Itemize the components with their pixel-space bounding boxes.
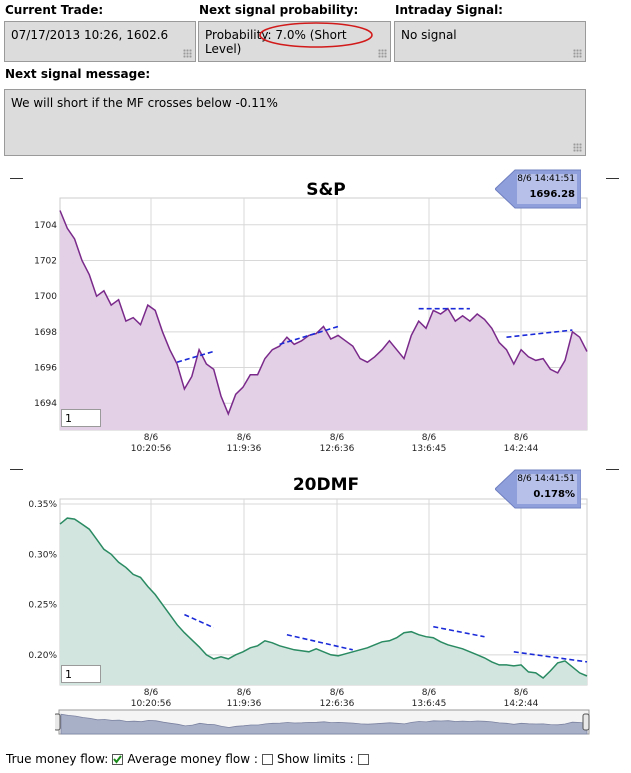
current-trade-value: 07/17/2013 10:26, 1602.6 — [11, 28, 169, 42]
trend-line — [279, 325, 339, 346]
next-message-label: Next signal message: — [5, 67, 151, 81]
resize-grip-icon[interactable] — [573, 49, 582, 58]
y-tick-label: 0.35% — [28, 500, 57, 510]
sp-badge-date: 8/6 14:41:51 — [517, 174, 575, 184]
series-area — [60, 210, 587, 430]
navigator-handle[interactable] — [582, 713, 590, 731]
true-money-flow-checkbox[interactable] — [112, 753, 124, 765]
x-tick-date: 8/6 — [237, 433, 252, 443]
intraday-signal-label: Intraday Signal: — [395, 3, 503, 17]
sp-badge-value: 1696.28 — [529, 189, 575, 200]
current-trade-label: Current Trade: — [5, 3, 104, 17]
x-tick-time: 14:2:44 — [504, 699, 539, 709]
footer-options: True money flow: Average money flow : Sh… — [6, 752, 373, 766]
mf-chart-title: 20DMF — [292, 475, 360, 495]
navigator-series — [60, 713, 588, 735]
x-tick-date: 8/6 — [144, 433, 159, 443]
trend-line — [286, 633, 353, 651]
x-tick-time: 14:2:44 — [504, 444, 539, 454]
x-tick-date: 8/6 — [330, 688, 345, 698]
sp-zoom-input[interactable]: 1 — [61, 409, 101, 427]
y-tick-label: 1700 — [34, 292, 57, 302]
mf-zoom-input[interactable]: 1 — [61, 665, 101, 683]
next-probability-value: Probability: 7.0% (Short Level) — [205, 28, 347, 56]
mf-badge-value: 0.178% — [533, 489, 575, 500]
resize-grip-icon[interactable] — [573, 143, 582, 152]
x-tick-date: 8/6 — [514, 688, 529, 698]
series-line — [59, 517, 588, 679]
current-trade-field[interactable]: 07/17/2013 10:26, 1602.6 — [4, 21, 196, 62]
y-tick-label: 1694 — [34, 399, 57, 409]
x-tick-date: 8/6 — [514, 433, 529, 443]
trend-line — [176, 350, 214, 363]
mf-badge-date: 8/6 14:41:51 — [517, 474, 575, 484]
trend-line — [513, 651, 588, 663]
x-tick-time: 11:9:36 — [227, 444, 262, 454]
x-tick-time: 12:6:36 — [320, 444, 355, 454]
y-tick-label: 1704 — [34, 221, 57, 231]
sp-value-badge: 8/6 14:41:51 1696.28 — [495, 168, 581, 210]
x-tick-date: 8/6 — [237, 688, 252, 698]
resize-grip-icon[interactable] — [378, 49, 387, 58]
x-tick-date: 8/6 — [144, 688, 159, 698]
trend-line — [433, 625, 485, 638]
checkmark-icon — [113, 754, 123, 764]
mf-chart-svg[interactable]: 8/610:20:568/611:9:368/612:6:368/613:6:4… — [0, 463, 631, 713]
trend-line — [184, 613, 215, 629]
red-circle-annotation — [259, 22, 373, 48]
y-tick-label: 0.25% — [28, 601, 57, 611]
x-tick-time: 13:6:45 — [412, 444, 447, 454]
resize-grip-icon[interactable] — [183, 49, 192, 58]
sp-collapse-right-icon[interactable] — [606, 178, 619, 179]
mf-value-badge: 8/6 14:41:51 0.178% — [495, 468, 581, 510]
mf-chart-panel: 20DMF 8/6 10:20:56 8/6 11:9:36 8/6 12:6:36 8/6… — [0, 463, 631, 713]
navigator-handle[interactable] — [55, 713, 61, 731]
sp-collapse-left-icon[interactable] — [10, 178, 23, 179]
intraday-signal-value: No signal — [401, 28, 457, 42]
x-tick-date: 8/6 — [330, 433, 345, 443]
badge-arrow-icon — [495, 469, 581, 509]
mf-collapse-right-icon[interactable] — [606, 469, 619, 470]
next-message-value: We will short if the MF crosses below -0… — [11, 96, 278, 110]
badge-arrow-icon — [495, 169, 581, 209]
intraday-signal-field[interactable]: No signal — [394, 21, 586, 62]
x-tick-date: 8/6 — [422, 688, 437, 698]
x-tick-time: 10:20:56 — [131, 699, 172, 709]
y-tick-label: 1696 — [34, 364, 57, 374]
true-money-flow-label: True money flow: — [6, 752, 109, 766]
show-limits-checkbox[interactable] — [357, 753, 369, 765]
sp-chart-title: S&P — [306, 180, 346, 200]
average-money-flow-label: Average money flow : — [127, 752, 258, 766]
average-money-flow-checkbox[interactable] — [261, 753, 273, 765]
next-message-field[interactable]: We will short if the MF crosses below -0… — [4, 89, 586, 156]
y-tick-label: 1702 — [34, 256, 57, 266]
sp-chart-svg[interactable]: 8/610:20:568/611:9:368/612:6:368/613:6:4… — [0, 168, 631, 462]
series-line — [59, 210, 588, 416]
y-tick-label: 0.30% — [28, 550, 57, 560]
show-limits-label: Show limits : — [276, 752, 354, 766]
x-tick-time: 12:6:36 — [320, 699, 355, 709]
x-tick-time: 13:6:45 — [412, 699, 447, 709]
y-tick-label: 0.20% — [28, 651, 57, 661]
sp-chart-panel: S&P 8/6 10:20:56 8/6 11:9:36 8/6 12:6:36 8/6 13… — [0, 168, 631, 462]
series-area — [60, 518, 587, 685]
y-tick-label: 1698 — [34, 328, 57, 338]
x-tick-time: 10:20:56 — [131, 444, 172, 454]
x-tick-time: 11:9:36 — [227, 699, 262, 709]
mf-collapse-left-icon[interactable] — [10, 469, 23, 470]
navigator-scrollbar[interactable] — [55, 708, 593, 736]
trend-line — [506, 329, 573, 338]
next-probability-label: Next signal probability: — [199, 3, 359, 17]
x-tick-date: 8/6 — [422, 433, 437, 443]
